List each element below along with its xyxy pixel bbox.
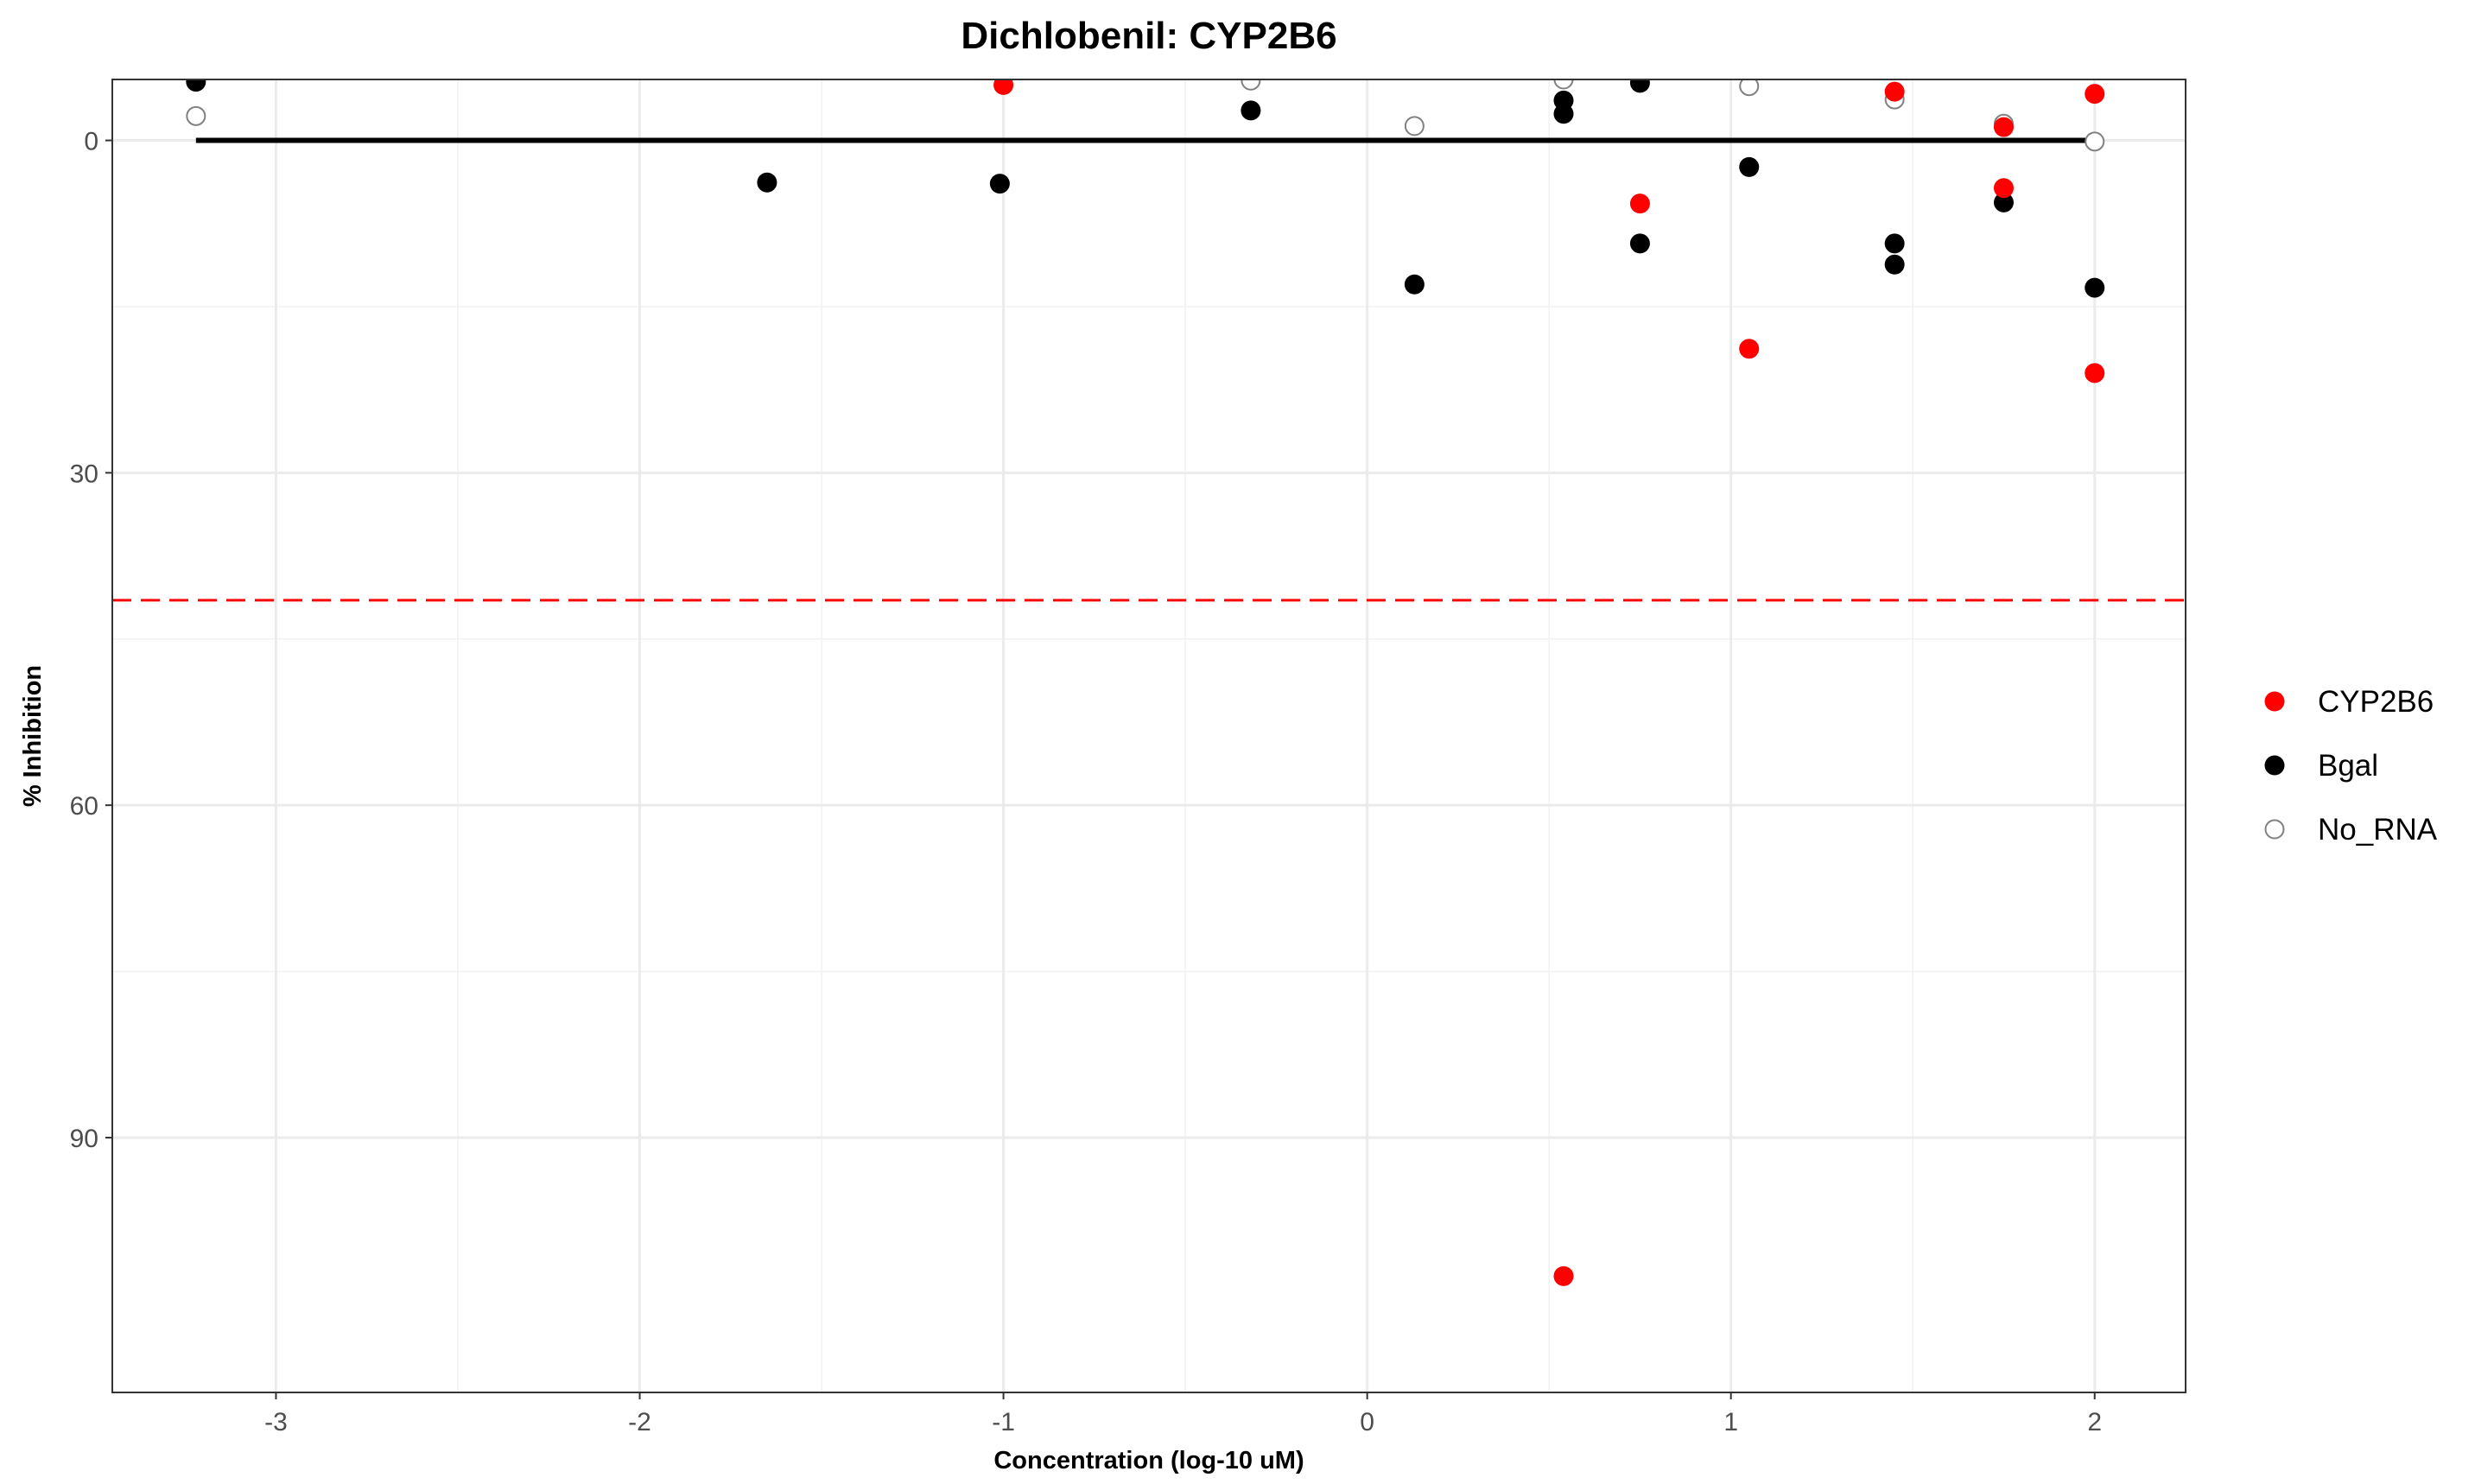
y-axis-title: % Inhibition bbox=[19, 665, 47, 807]
bgal-point bbox=[2085, 277, 2105, 298]
plot-panel-border bbox=[111, 79, 2186, 1393]
cyp2b6-point bbox=[993, 79, 1014, 95]
cyp2b6-point bbox=[1884, 81, 1905, 102]
no-rna-point bbox=[1404, 116, 1425, 136]
bgal-point bbox=[1553, 104, 1574, 124]
x-tick-label: -3 bbox=[264, 1408, 288, 1436]
x-tick-label: 0 bbox=[1360, 1408, 1374, 1436]
y-axis-ticks: 0 30 60 90 bbox=[70, 128, 112, 1153]
data-points bbox=[186, 79, 2105, 1286]
no-rna-point bbox=[1241, 79, 1261, 91]
cyp2b6-point bbox=[1553, 1265, 1574, 1286]
no-rna-point bbox=[1553, 79, 1574, 90]
bgal-point bbox=[1884, 254, 1905, 275]
bgal-point bbox=[989, 174, 1010, 194]
no-rna-point bbox=[186, 105, 206, 126]
no-rna-point bbox=[2085, 131, 2105, 152]
legend-label-no-rna: No_RNA bbox=[2318, 813, 2438, 847]
cyp2b6-point bbox=[1993, 178, 2014, 199]
bgal-point bbox=[1993, 192, 2014, 212]
cyp2b6-point bbox=[2085, 84, 2105, 105]
bgal-point bbox=[1241, 100, 1261, 121]
bgal-point bbox=[757, 172, 777, 193]
bgal-point bbox=[1884, 233, 1905, 254]
cyp2b6-point bbox=[1993, 117, 2014, 137]
legend-key-bgal bbox=[2264, 755, 2285, 776]
x-axis-title: Concentration (log-10 uM) bbox=[993, 1447, 1304, 1474]
cyp2b6-point bbox=[1629, 193, 1650, 214]
y-tick-label: 60 bbox=[70, 792, 98, 821]
minor-gridlines bbox=[112, 79, 2186, 1392]
bgal-point bbox=[186, 79, 206, 92]
legend-key-no-rna bbox=[2264, 819, 2285, 840]
y-tick-label: 30 bbox=[70, 460, 98, 488]
x-tick-label: -1 bbox=[992, 1408, 1015, 1436]
x-tick-label: 1 bbox=[1723, 1408, 1738, 1436]
legend-label-bgal: Bgal bbox=[2318, 749, 2378, 783]
bgal-point bbox=[1739, 156, 1760, 177]
no-rna-point bbox=[1739, 79, 1760, 97]
bgal-point bbox=[1629, 79, 1650, 93]
x-tick-label: 2 bbox=[2087, 1408, 2102, 1436]
cyp2b6-point bbox=[2085, 363, 2105, 384]
cyp2b6-point bbox=[1739, 339, 1760, 359]
x-axis-ticks: -3 -2 -1 0 1 2 bbox=[264, 1392, 2102, 1436]
legend-label-cyp2b6: CYP2B6 bbox=[2318, 685, 2434, 719]
y-tick-label: 90 bbox=[70, 1125, 98, 1153]
chart-title: Dichlobenil: CYP2B6 bbox=[961, 15, 1336, 57]
bgal-point bbox=[1404, 274, 1425, 295]
bgal-point bbox=[1629, 233, 1650, 254]
reference-lines bbox=[112, 137, 2186, 602]
legend: CYP2B6 Bgal No_RNA bbox=[2264, 685, 2438, 847]
legend-key-cyp2b6 bbox=[2264, 691, 2285, 712]
x-tick-label: -2 bbox=[628, 1408, 651, 1436]
y-tick-label: 0 bbox=[84, 128, 98, 156]
